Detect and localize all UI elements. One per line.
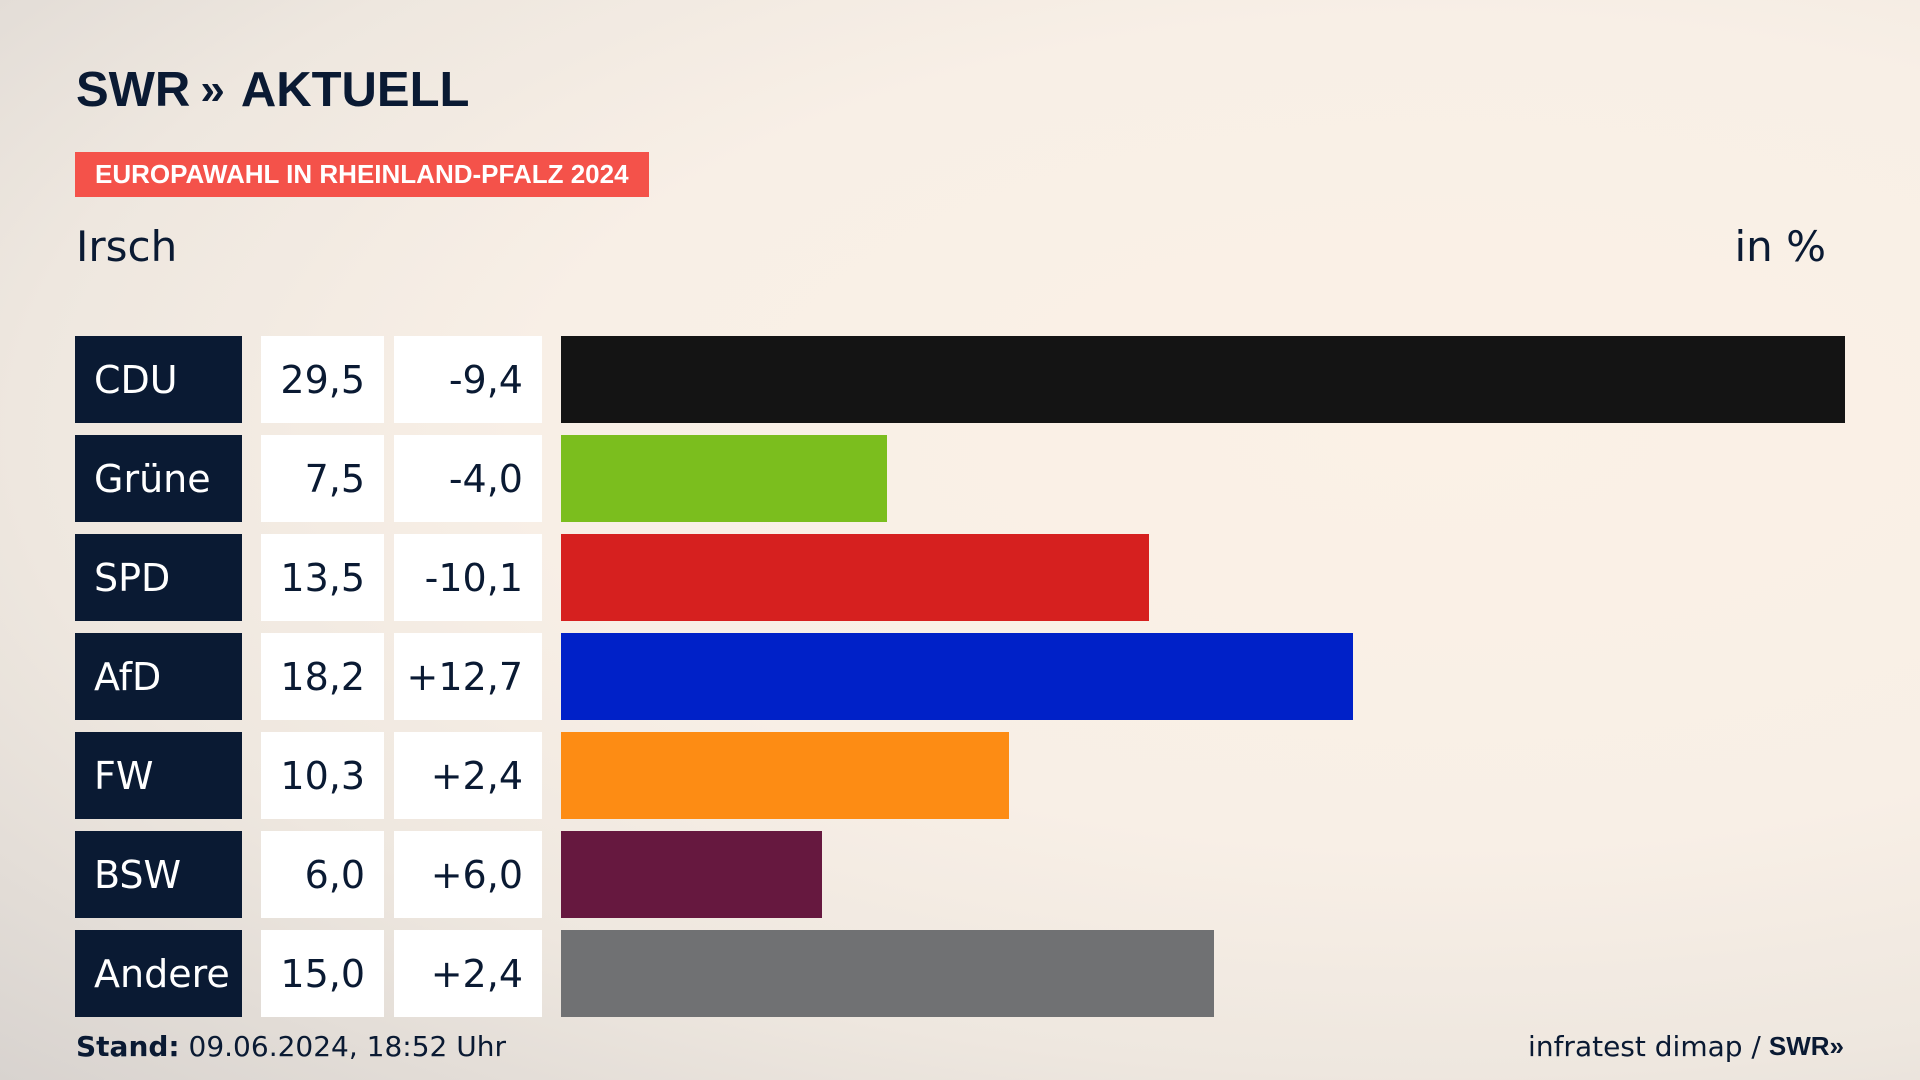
party-bar [561, 336, 1845, 423]
party-diff: -10,1 [394, 534, 542, 621]
party-diff: -4,0 [394, 435, 542, 522]
party-value: 7,5 [261, 435, 384, 522]
results-chart: CDU 29,5 -9,4 Grüne 7,5 -4,0 SPD 13,5 -10,1 AfD 18… [75, 336, 1845, 1029]
party-bar [561, 534, 1149, 621]
logo-swr: SWR [76, 63, 191, 117]
swr-aktuell-logo: SWR » AKTUELL [76, 62, 469, 118]
party-diff: +2,4 [394, 930, 542, 1017]
party-value: 6,0 [261, 831, 384, 918]
party-name: CDU [75, 336, 242, 423]
swr-mini-logo: SWR» [1768, 1031, 1844, 1061]
party-row: SPD 13,5 -10,1 [75, 534, 1845, 621]
party-row: FW 10,3 +2,4 [75, 732, 1845, 819]
party-value: 15,0 [261, 930, 384, 1017]
party-bar [561, 435, 887, 522]
source-text: infratest dimap / [1528, 1030, 1761, 1063]
party-bar [561, 930, 1214, 1017]
party-row: Andere 15,0 +2,4 [75, 930, 1845, 1017]
party-value: 29,5 [261, 336, 384, 423]
party-row: CDU 29,5 -9,4 [75, 336, 1845, 423]
party-bar [561, 732, 1009, 819]
stand-value: 09.06.2024, 18:52 Uhr [188, 1030, 506, 1063]
party-value: 10,3 [261, 732, 384, 819]
logo-section: AKTUELL [240, 63, 470, 117]
footer-source: infratest dimap / SWR» [1528, 1030, 1844, 1063]
party-row: BSW 6,0 +6,0 [75, 831, 1845, 918]
party-name: AfD [75, 633, 242, 720]
party-diff: -9,4 [394, 336, 542, 423]
party-diff: +6,0 [394, 831, 542, 918]
party-row: Grüne 7,5 -4,0 [75, 435, 1845, 522]
party-diff: +12,7 [394, 633, 542, 720]
party-name: SPD [75, 534, 242, 621]
stand-label: Stand: [76, 1030, 180, 1063]
place-title: Irsch [76, 222, 178, 271]
party-name: Grüne [75, 435, 242, 522]
party-bar [561, 831, 822, 918]
party-name: BSW [75, 831, 242, 918]
party-value: 18,2 [261, 633, 384, 720]
party-row: AfD 18,2 +12,7 [75, 633, 1845, 720]
party-name: FW [75, 732, 242, 819]
logo-chevron-icon: » [200, 65, 225, 114]
party-value: 13,5 [261, 534, 384, 621]
party-name: Andere [75, 930, 242, 1017]
party-diff: +2,4 [394, 732, 542, 819]
election-tag: EUROPAWAHL IN RHEINLAND-PFALZ 2024 [75, 152, 649, 197]
unit-label: in % [1734, 222, 1826, 271]
party-bar [561, 633, 1353, 720]
footer-stand: Stand: 09.06.2024, 18:52 Uhr [76, 1030, 506, 1063]
